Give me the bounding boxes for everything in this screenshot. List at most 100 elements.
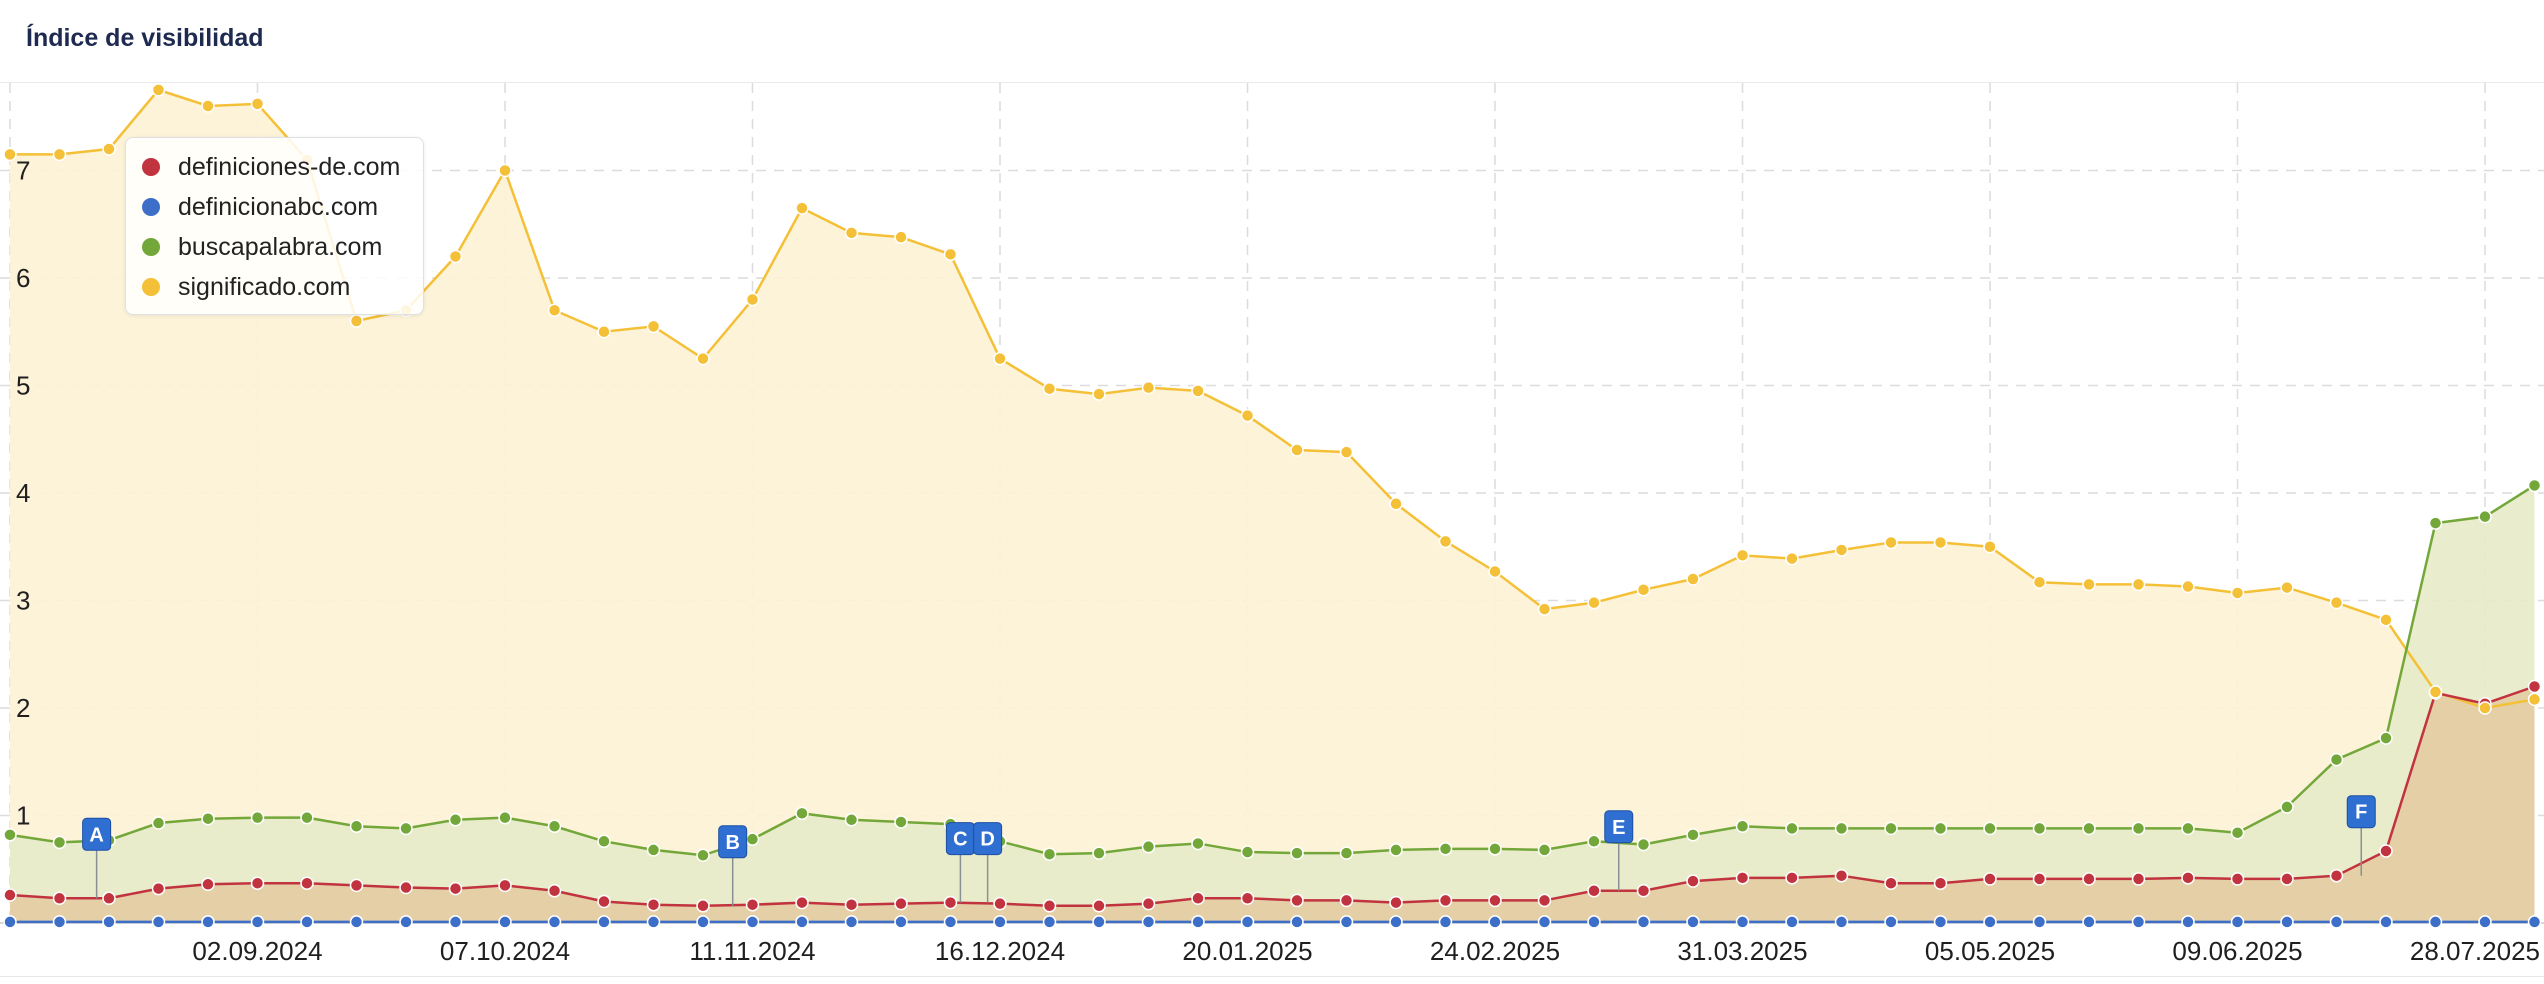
data-point xyxy=(1735,871,1750,885)
data-point xyxy=(2478,509,2492,524)
y-tick-label: 7 xyxy=(16,156,30,186)
data-point xyxy=(1290,915,1304,929)
data-point xyxy=(597,894,611,909)
data-point xyxy=(1389,895,1403,910)
annotation-box xyxy=(1604,810,1634,844)
chart-header: Índice de visibilidad xyxy=(0,0,2544,83)
data-point xyxy=(151,915,166,929)
legend-item-definicionabc[interactable]: definicionabc.com xyxy=(142,190,378,224)
visibility-chart: A B C D E F 1 2 3 4 5 6 7 02.09.2024 07.10.2024 11.11… xyxy=(0,83,2544,966)
data-point xyxy=(1389,915,1403,929)
data-point xyxy=(1042,899,1057,913)
x-tick-label: 16.12.2024 xyxy=(935,936,1065,966)
x-tick-label: 20.01.2025 xyxy=(1182,936,1312,966)
data-point xyxy=(2329,595,2344,610)
legend-marker xyxy=(142,278,160,296)
data-point xyxy=(151,816,166,830)
series-line-definiciones-de.com xyxy=(9,685,2535,908)
chart-title: Índice de visibilidad xyxy=(26,24,264,52)
legend-item-buscapalabra[interactable]: buscapalabra.com xyxy=(142,230,382,264)
data-point xyxy=(1488,842,1502,856)
legend-item-significado[interactable]: significado.com xyxy=(142,270,350,304)
data-point xyxy=(1290,443,1304,457)
data-point xyxy=(844,897,859,912)
data-point xyxy=(1636,915,1651,929)
data-point xyxy=(2082,915,2096,929)
data-point xyxy=(1735,548,1750,563)
data-point xyxy=(1092,846,1106,860)
data-point xyxy=(1290,846,1304,860)
y-tick-label: 6 xyxy=(16,263,30,293)
data-point xyxy=(1686,828,1700,842)
data-point xyxy=(52,915,67,929)
data-point xyxy=(1240,915,1255,929)
annotation-label: D xyxy=(980,829,994,851)
area-significado.com xyxy=(10,89,2535,923)
data-point xyxy=(498,163,512,178)
data-point xyxy=(2379,731,2393,745)
data-point xyxy=(696,899,710,913)
data-point xyxy=(1438,534,1453,549)
data-point xyxy=(1587,595,1601,610)
data-point xyxy=(1191,891,1205,906)
data-point xyxy=(1983,821,1997,836)
chart-legend: definiciones-de.com definicionabc.com bu… xyxy=(125,137,424,315)
data-point xyxy=(894,915,908,929)
data-point xyxy=(597,915,611,929)
data-point xyxy=(597,834,611,849)
legend-label: significado.com xyxy=(178,272,351,301)
x-tick-labels: 02.09.2024 07.10.2024 11.11.2024 16.12.2024… xyxy=(192,936,2540,966)
data-point xyxy=(2527,692,2542,707)
data-point xyxy=(1537,893,1552,908)
data-point xyxy=(745,292,760,307)
data-point xyxy=(2280,915,2294,929)
data-point xyxy=(498,810,512,825)
data-point xyxy=(1834,868,1849,883)
y-tick-label: 1 xyxy=(16,801,30,831)
data-point xyxy=(1339,893,1354,908)
data-point xyxy=(1884,876,1898,890)
data-point xyxy=(597,325,611,339)
data-point xyxy=(2379,613,2393,627)
data-point xyxy=(3,147,17,162)
data-point xyxy=(1785,821,1799,836)
y-tick-label: 2 xyxy=(16,693,30,723)
data-point xyxy=(1042,915,1057,929)
data-point xyxy=(1141,839,1156,854)
x-tick-label: 28.07.2025 xyxy=(2410,936,2540,966)
data-point xyxy=(498,878,512,893)
data-point xyxy=(2082,872,2096,886)
data-point xyxy=(795,806,809,821)
data-point xyxy=(250,915,265,929)
data-point xyxy=(943,915,958,929)
data-point xyxy=(250,810,265,825)
data-point xyxy=(349,314,364,328)
annotation-flag-C: C xyxy=(945,822,975,903)
legend-marker xyxy=(142,238,160,256)
data-point xyxy=(1141,380,1156,395)
data-point xyxy=(1141,915,1156,929)
data-point xyxy=(2379,915,2393,929)
data-point xyxy=(1587,834,1601,849)
data-point xyxy=(2230,586,2245,600)
data-point xyxy=(3,828,17,842)
legend-label: definicionabc.com xyxy=(178,192,379,221)
data-point xyxy=(1389,497,1403,511)
data-point xyxy=(349,878,364,893)
annotation-label: C xyxy=(953,829,967,851)
data-point xyxy=(201,915,215,929)
y-tick-label: 4 xyxy=(16,478,30,508)
data-point xyxy=(1488,893,1502,908)
data-point xyxy=(1438,915,1453,929)
legend-label: buscapalabra.com xyxy=(178,232,383,261)
annotation-label: E xyxy=(1612,817,1625,839)
data-point xyxy=(201,99,215,113)
data-point xyxy=(2478,915,2492,929)
data-point xyxy=(1488,915,1502,929)
data-point xyxy=(696,848,710,863)
data-point xyxy=(993,351,1007,366)
data-point xyxy=(448,249,463,264)
data-point xyxy=(1488,564,1502,579)
legend-item-definiciones-de[interactable]: definiciones-de.com xyxy=(142,150,400,184)
data-point xyxy=(2032,821,2047,836)
